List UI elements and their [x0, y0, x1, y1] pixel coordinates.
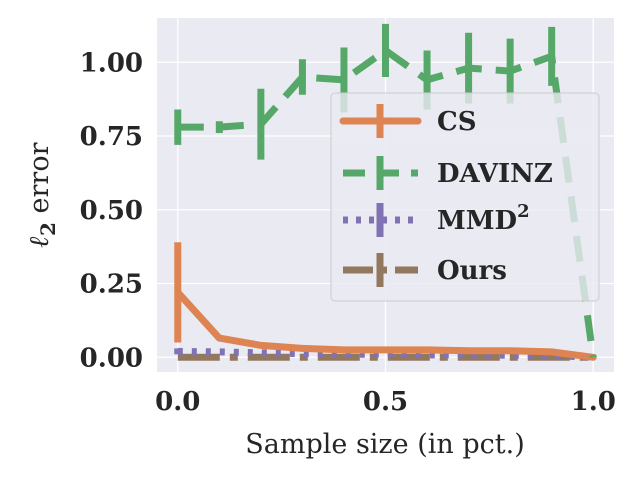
- legend-label: CS: [437, 107, 476, 137]
- legend-entries: CS DAVINZ MMD2 Ours: [339, 104, 553, 287]
- legend-label: Ours: [437, 256, 507, 286]
- legend-entry-cs: CS: [339, 104, 476, 138]
- legend: CS DAVINZ MMD2 Ours: [330, 92, 600, 302]
- legend-label: DAVINZ: [437, 159, 553, 189]
- series-mmd2: [174, 347, 594, 361]
- y-axis-label-rest: error: [24, 142, 55, 222]
- y-tick-label: 0.25: [80, 270, 143, 300]
- x-tick-label: 1.0: [571, 387, 616, 417]
- y-tick-label: 1.00: [80, 48, 143, 78]
- legend-frame: [330, 92, 600, 302]
- x-tick-label: 0.0: [155, 387, 200, 417]
- y-axis-label-main: ℓ: [24, 236, 55, 248]
- legend-label-sup: 2: [517, 201, 530, 222]
- y-tick-label: 0.50: [80, 196, 143, 226]
- y-tick-label: 0.00: [80, 343, 143, 373]
- series-layer: [174, 23, 597, 361]
- legend-label: MMD2: [437, 201, 530, 236]
- x-axis-label: Sample size (in pct.): [245, 429, 524, 460]
- legend-label-main: MMD: [437, 206, 517, 236]
- x-tick-label: 0.5: [363, 387, 408, 417]
- legend-label-main: Ours: [437, 256, 507, 286]
- y-axis-label-sub: 2: [36, 222, 60, 236]
- legend-label-main: DAVINZ: [437, 159, 553, 189]
- legend-label-main: CS: [437, 107, 476, 137]
- tick-labels: 0.0 0.5 1.0 0.00 0.25 0.50 0.75 1.00: [80, 48, 616, 417]
- legend-entry-ours: Ours: [343, 253, 507, 287]
- legend-entry-davinz: DAVINZ: [343, 156, 553, 190]
- legend-entry-mmd2: MMD2: [343, 201, 530, 237]
- series-line-cs: [174, 288, 597, 361]
- y-tick-label: 0.75: [80, 122, 143, 152]
- y-axis-label: ℓ2 error: [24, 142, 60, 247]
- series-cs: [174, 242, 597, 361]
